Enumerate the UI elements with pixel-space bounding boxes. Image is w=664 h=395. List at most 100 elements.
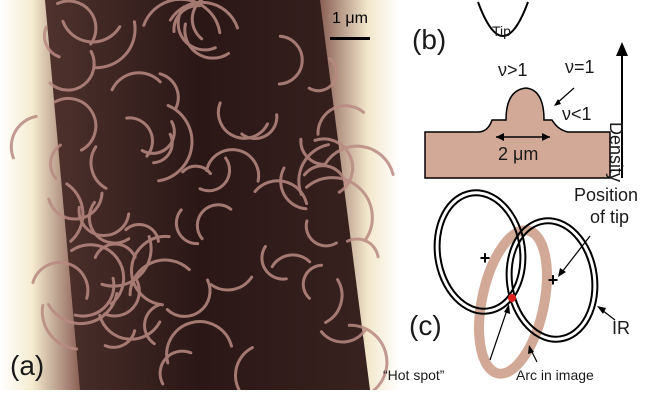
arc-pattern xyxy=(9,0,395,390)
arc-mark xyxy=(47,191,104,221)
tip-label: Tip xyxy=(492,23,511,39)
arc-mark xyxy=(174,208,200,246)
arc-mark xyxy=(209,275,254,292)
arc-mark xyxy=(313,137,355,194)
position-label-2: of tip xyxy=(590,207,630,227)
scale-bar-label: 1 μm xyxy=(332,10,368,27)
arc-mark xyxy=(48,50,96,92)
arc-mark xyxy=(183,22,230,60)
arc-mark xyxy=(100,235,153,288)
density-axis-label: Density xyxy=(606,122,626,183)
arc-mark xyxy=(346,237,380,259)
left-edge-glow xyxy=(0,0,80,390)
arc-mark xyxy=(165,320,233,365)
arc-mark xyxy=(125,116,154,158)
hotspot-label: “Hot spot” xyxy=(383,367,445,383)
arc-mark xyxy=(324,278,344,324)
arc-mark xyxy=(143,302,162,346)
arc-mark xyxy=(158,72,180,111)
arc-mark xyxy=(89,145,108,190)
arc-mark xyxy=(307,56,338,93)
ir-label: IR xyxy=(612,318,630,338)
arc-mark xyxy=(190,0,204,41)
arc-mark xyxy=(165,278,212,318)
arc-mark xyxy=(216,101,269,140)
hotspot-pointer xyxy=(504,304,510,314)
arc-mark xyxy=(70,243,126,306)
panel-a-svg xyxy=(0,0,400,390)
arc-mark xyxy=(124,222,160,243)
arc-mark xyxy=(93,20,137,70)
left-ir-outer xyxy=(433,189,527,315)
ir-pointer xyxy=(597,306,606,314)
position-label-1: Position xyxy=(574,185,639,205)
tip-shape xyxy=(477,1,529,37)
density-profile xyxy=(424,87,611,179)
arc-label: Arc in image xyxy=(516,367,594,383)
arc-mark xyxy=(347,323,389,390)
left-ir-inner xyxy=(438,194,522,310)
arc-mark xyxy=(304,219,338,248)
arc-mark xyxy=(140,120,176,155)
arc-mark xyxy=(103,329,137,349)
arc-mark xyxy=(9,114,38,160)
arc-mark xyxy=(98,313,162,341)
panel-b: (b) Tip ν=1 ν>1 ν<1 2 μm Density xyxy=(400,0,664,195)
arc-mark xyxy=(152,132,174,165)
arc-mark xyxy=(205,148,261,183)
panel-b-label: (b) xyxy=(412,24,447,55)
panel-b-svg xyxy=(424,1,628,179)
arc-mark xyxy=(181,164,212,176)
arc-mark xyxy=(168,0,239,30)
arc-mark xyxy=(103,276,141,318)
arc-mark xyxy=(277,34,304,86)
arc-mark xyxy=(319,327,368,344)
arc-pointer xyxy=(528,345,534,354)
arc-mark xyxy=(301,263,323,300)
right-ir-inner xyxy=(510,222,594,338)
nu-lt-1-label: ν<1 xyxy=(562,104,592,124)
right-edge-glow xyxy=(320,0,400,390)
right-ir-outer xyxy=(505,217,599,343)
arc-mark xyxy=(176,5,217,52)
arc-mark xyxy=(43,25,61,59)
left-plus: + xyxy=(480,248,491,268)
arc-mark xyxy=(299,137,327,166)
arc-mark xyxy=(110,71,162,92)
arc-mark xyxy=(260,245,288,281)
width-label: 2 μm xyxy=(498,144,539,164)
arc-mark xyxy=(316,104,366,136)
arc-mark xyxy=(234,346,254,390)
arc-mark xyxy=(73,276,116,318)
arc-mark xyxy=(77,205,131,237)
arc-mark xyxy=(279,166,308,211)
panel-c-svg: + + xyxy=(433,189,616,379)
arc-mark xyxy=(195,203,233,241)
panel-a-label: (a) xyxy=(10,350,45,381)
panel-c: + + Position of tip IR (c) “Hot spot” Ar… xyxy=(383,180,664,390)
position-pointer xyxy=(558,268,566,277)
arc-mark xyxy=(157,104,194,183)
hot-spot-dot xyxy=(508,294,516,302)
nu-eq-1-label: ν=1 xyxy=(565,57,595,77)
arc-mark xyxy=(65,182,85,243)
arc-mark xyxy=(198,156,232,193)
arc-mark xyxy=(323,144,395,176)
arc-mark xyxy=(142,0,222,35)
arc-mark xyxy=(253,179,309,205)
arc-mark xyxy=(40,303,79,351)
panel-a-image: (a) 1 μm xyxy=(0,0,400,390)
arc-mark xyxy=(53,96,98,152)
right-plus: + xyxy=(548,270,559,290)
arc-mark xyxy=(61,19,122,44)
arc-mark xyxy=(297,143,330,196)
scale-bar xyxy=(330,37,370,40)
arc-mark xyxy=(270,253,312,269)
panel-c-label: (c) xyxy=(409,310,442,341)
nu-gt-1-label: ν>1 xyxy=(498,60,528,80)
arc-mark xyxy=(47,292,119,326)
arc-mark xyxy=(128,258,191,297)
arc-mark xyxy=(130,234,171,307)
arc-mark xyxy=(49,143,62,180)
arc-mark xyxy=(305,176,374,243)
